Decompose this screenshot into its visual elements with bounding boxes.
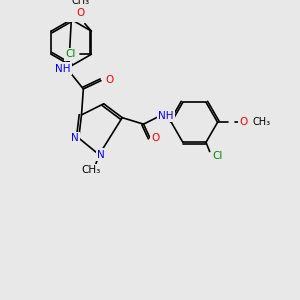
Text: N: N xyxy=(97,150,105,160)
Text: O: O xyxy=(105,75,113,85)
Text: NH: NH xyxy=(158,111,174,121)
Text: Cl: Cl xyxy=(212,151,222,161)
Text: O: O xyxy=(240,117,248,127)
Text: O: O xyxy=(76,8,84,18)
Text: CH₃: CH₃ xyxy=(81,165,100,175)
Text: CH₃: CH₃ xyxy=(71,0,89,7)
Text: N: N xyxy=(71,133,79,143)
Text: Cl: Cl xyxy=(65,49,75,59)
Text: O: O xyxy=(152,133,160,143)
Text: CH₃: CH₃ xyxy=(253,117,271,127)
Text: NH: NH xyxy=(55,64,70,74)
